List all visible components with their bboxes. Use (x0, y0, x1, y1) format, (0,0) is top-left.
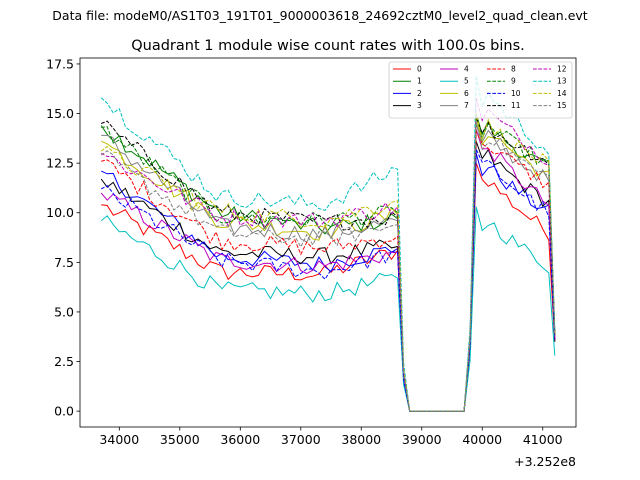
x-offset-label: +3.252e8 (514, 454, 576, 469)
series-line-2 (100, 153, 556, 412)
series-line-7 (101, 123, 556, 412)
legend-label-2: 2 (417, 89, 422, 98)
y-tick-label: 17.5 (46, 56, 74, 71)
legend-label-14: 14 (557, 89, 567, 98)
series-line-6 (101, 115, 556, 412)
x-tick-label: 40000 (462, 432, 502, 447)
chart-title: Quadrant 1 module wise count rates with … (131, 38, 525, 54)
y-tick-label: 12.5 (46, 156, 74, 171)
legend-label-9: 9 (511, 77, 516, 86)
y-tick-label: 7.5 (54, 255, 74, 270)
x-tick-label: 34000 (99, 432, 139, 447)
legend-label-7: 7 (464, 101, 469, 110)
series-line-4 (100, 129, 556, 412)
legend-label-10: 10 (511, 89, 521, 98)
legend-label-8: 8 (511, 65, 516, 74)
legend-label-0: 0 (417, 65, 422, 74)
figure-suptitle: Data file: modeM0/AS1T03_191T01_90000036… (52, 8, 587, 23)
y-tick-label: 5.0 (54, 304, 74, 319)
legend-label-1: 1 (417, 77, 422, 86)
legend-label-5: 5 (464, 77, 469, 86)
x-tick-label: 38000 (341, 432, 381, 447)
y-tick-label: 15.0 (46, 106, 74, 121)
x-tick-label: 36000 (220, 432, 260, 447)
plot-lines (100, 75, 556, 412)
y-tick-label: 0.0 (54, 404, 74, 419)
y-tick-label: 10.0 (46, 205, 74, 220)
series-line-5 (100, 206, 556, 412)
legend-label-13: 13 (557, 77, 567, 86)
legend-label-15: 15 (557, 101, 567, 110)
series-line-11 (101, 117, 556, 412)
x-axis: 34000 35000 36000 37000 38000 39000 40000 41000 (99, 427, 563, 447)
legend-label-11: 11 (511, 101, 521, 110)
legend-label-3: 3 (417, 101, 422, 110)
x-tick-label: 35000 (160, 432, 200, 447)
series-line-3 (100, 141, 556, 412)
legend-label-4: 4 (464, 65, 469, 74)
y-tick-label: 2.5 (54, 354, 74, 369)
legend-label-12: 12 (557, 65, 567, 74)
series-line-14 (100, 113, 556, 412)
series-line-8 (101, 131, 556, 412)
x-tick-label: 39000 (402, 432, 442, 447)
x-tick-label: 41000 (523, 432, 563, 447)
axes-frame (79, 57, 577, 428)
y-axis: 0.0 2.5 5.0 7.5 10.0 12.5 15.0 17.5 (46, 56, 80, 419)
x-tick-label: 37000 (281, 432, 321, 447)
series-line-15 (100, 121, 556, 412)
series-line-10 (100, 149, 556, 412)
legend-frame (388, 61, 573, 119)
legend-label-6: 6 (464, 89, 469, 98)
